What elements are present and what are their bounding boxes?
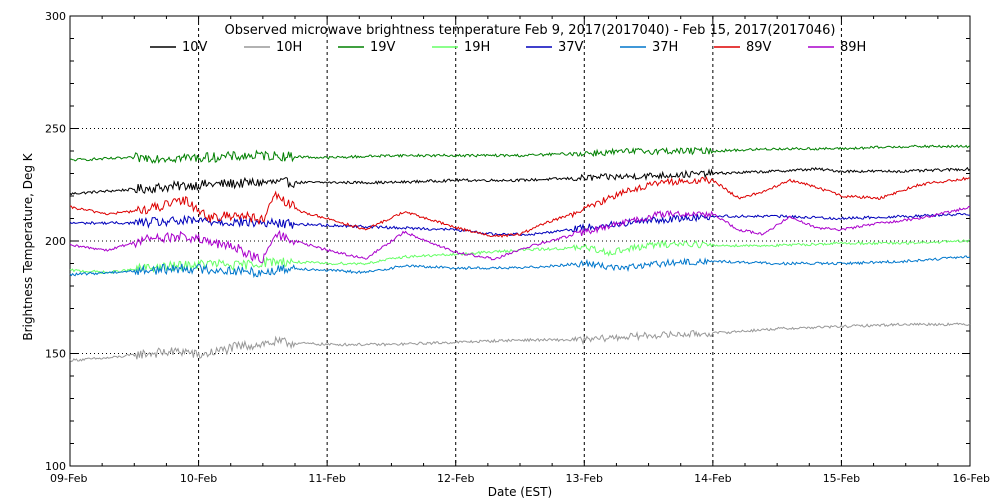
x-tick-label: 12-Feb: [437, 472, 474, 485]
series-line-37h: [69, 255, 971, 279]
axis-ticks: 09-Feb 10-Feb 11-Feb 12-Feb 13-Feb 14-Feb 15-F…: [45, 10, 990, 485]
grid: [70, 16, 970, 466]
series-line-19h: [69, 239, 971, 274]
legend: 10V 10H 19V 19H 37V 37H 89V 89H: [150, 40, 866, 55]
legend-label-19h: 19H: [464, 40, 490, 55]
series-line-89v: [70, 175, 971, 238]
legend-label-89h: 89H: [840, 40, 866, 55]
legend-label-89v: 89V: [746, 40, 772, 55]
y-tick-label: 200: [45, 235, 66, 248]
legend-label-37h: 37H: [652, 40, 678, 55]
y-tick-label: 250: [45, 123, 66, 136]
x-tick-label: 11-Feb: [308, 472, 345, 485]
x-tick-label: 09-Feb: [50, 472, 87, 485]
series-layer: [69, 144, 971, 363]
chart-title: Observed microwave brightness temperatur…: [225, 23, 836, 38]
y-tick-label: 100: [45, 460, 66, 473]
series-line-19v: [69, 144, 971, 164]
y-axis-label: Brightness Temperature, Deg K: [21, 152, 35, 340]
x-tick-label: 14-Feb: [694, 472, 731, 485]
series-line-10h: [69, 322, 971, 363]
y-tick-label: 300: [45, 10, 66, 23]
x-tick-label: 16-Feb: [953, 472, 990, 485]
y-tick-label: 150: [45, 348, 66, 361]
legend-label-19v: 19V: [370, 40, 396, 55]
legend-label-10v: 10V: [182, 40, 208, 55]
series-line-89h: [69, 205, 971, 264]
x-axis-label: Date (EST): [488, 485, 552, 499]
x-tick-label: 10-Feb: [180, 472, 217, 485]
x-tick-label: 13-Feb: [566, 472, 603, 485]
x-tick-label: 15-Feb: [823, 472, 860, 485]
legend-label-37v: 37V: [558, 40, 584, 55]
series-line-10v: [69, 166, 971, 196]
legend-label-10h: 10H: [276, 40, 302, 55]
